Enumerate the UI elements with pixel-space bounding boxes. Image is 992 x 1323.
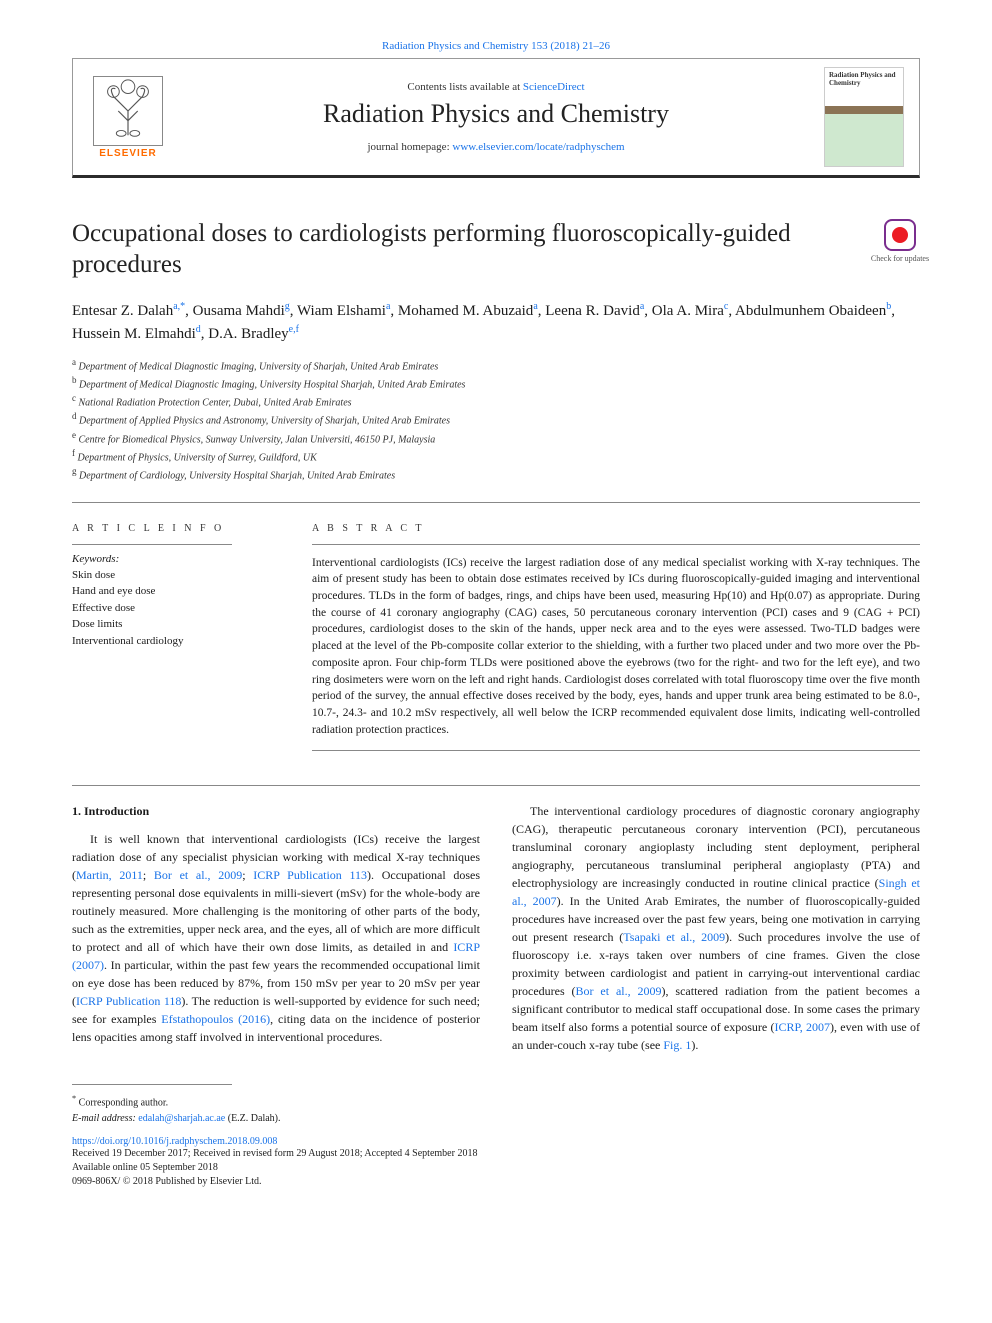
affiliation-item: g Department of Cardiology, University H… [72,465,920,483]
citation-link[interactable]: Efstathopoulos (2016) [161,1012,270,1026]
email-suffix: (E.Z. Dalah). [225,1113,280,1124]
citation-link[interactable]: Martin, 2011 [76,868,143,882]
keyword-item: Skin dose [72,567,272,584]
elsevier-wordmark: ELSEVIER [93,148,163,159]
intro-paragraph-1: It is well known that interventional car… [72,830,480,1046]
figure-link[interactable]: Fig. 1 [663,1038,691,1052]
publisher-logo-area: ELSEVIER [73,59,183,175]
citation-link[interactable]: Bor et al., 2009 [154,868,242,882]
article-title: Occupational doses to cardiologists perf… [72,218,920,281]
affiliations-list: a Department of Medical Diagnostic Imagi… [72,356,920,484]
history-line: Available online 05 September 2018 [72,1161,920,1175]
check-for-updates-badge[interactable]: Check for updates [870,219,930,263]
intro-heading: 1. Introduction [72,802,480,820]
top-citation-link[interactable]: Radiation Physics and Chemistry 153 (201… [382,40,610,52]
journal-header: ELSEVIER Contents lists available at Sci… [72,58,920,178]
footnote-divider [72,1084,232,1085]
citation-link[interactable]: ICRP Publication 118 [76,994,181,1008]
corresponding-author-note: Corresponding author. [79,1098,168,1109]
elsevier-tree-icon [93,76,163,146]
divider [72,502,920,503]
affiliation-item: b Department of Medical Diagnostic Imagi… [72,374,920,392]
abstract-label: A B S T R A C T [312,523,920,534]
homepage-label: journal homepage: [367,141,452,153]
history-line: 0969-806X/ © 2018 Published by Elsevier … [72,1175,920,1189]
citation-link[interactable]: ICRP, 2007 [774,1020,830,1034]
affiliation-item: c National Radiation Protection Center, … [72,392,920,410]
journal-cover-thumbnail: Radiation Physics and Chemistry [824,67,904,167]
doi-link[interactable]: https://doi.org/10.1016/j.radphyschem.20… [72,1136,277,1147]
sciencedirect-link[interactable]: ScienceDirect [523,81,585,93]
journal-homepage-link[interactable]: www.elsevier.com/locate/radphyschem [452,141,624,153]
affiliation-item: e Centre for Biomedical Physics, Sunway … [72,429,920,447]
authors-list: Entesar Z. Dalaha,*, Ousama Mahdig, Wiam… [72,299,920,346]
history-line: Received 19 December 2017; Received in r… [72,1147,920,1161]
citation-link[interactable]: Bor et al., 2009 [576,984,662,998]
corresponding-email-link[interactable]: edalah@sharjah.ac.ae [138,1113,225,1124]
keyword-item: Interventional cardiology [72,633,272,650]
keywords-label: Keywords: [72,553,272,565]
cover-title: Radiation Physics and Chemistry [829,72,899,87]
journal-name: Radiation Physics and Chemistry [323,99,669,129]
article-info-label: A R T I C L E I N F O [72,523,272,534]
check-updates-label: Check for updates [871,254,929,263]
keyword-item: Hand and eye dose [72,583,272,600]
affiliation-item: d Department of Applied Physics and Astr… [72,410,920,428]
abstract-text: Interventional cardiologists (ICs) recei… [312,555,920,738]
crossmark-icon [884,219,916,251]
affiliation-item: f Department of Physics, University of S… [72,447,920,465]
intro-paragraph-2: The interventional cardiology procedures… [512,802,920,1054]
divider [72,785,920,786]
affiliation-item: a Department of Medical Diagnostic Imagi… [72,356,920,374]
keyword-item: Dose limits [72,616,272,633]
homepage-line: journal homepage: www.elsevier.com/locat… [367,141,624,153]
article-body: 1. Introduction It is well known that in… [72,802,920,1054]
keywords-list: Skin doseHand and eye doseEffective dose… [72,567,272,650]
article-info-sidebar: A R T I C L E I N F O Keywords: Skin dos… [72,523,272,761]
keyword-item: Effective dose [72,600,272,617]
article-history: Received 19 December 2017; Received in r… [72,1147,920,1189]
contents-text: Contents lists available at [407,81,522,93]
citation-link[interactable]: ICRP Publication 113 [253,868,367,882]
top-citation: Radiation Physics and Chemistry 153 (201… [72,40,920,52]
email-label: E-mail address: [72,1113,138,1124]
contents-line: Contents lists available at ScienceDirec… [407,81,584,93]
abstract-column: A B S T R A C T Interventional cardiolog… [312,523,920,761]
footnotes: * Corresponding author. E-mail address: … [72,1093,920,1125]
citation-link[interactable]: Tsapaki et al., 2009 [623,930,725,944]
